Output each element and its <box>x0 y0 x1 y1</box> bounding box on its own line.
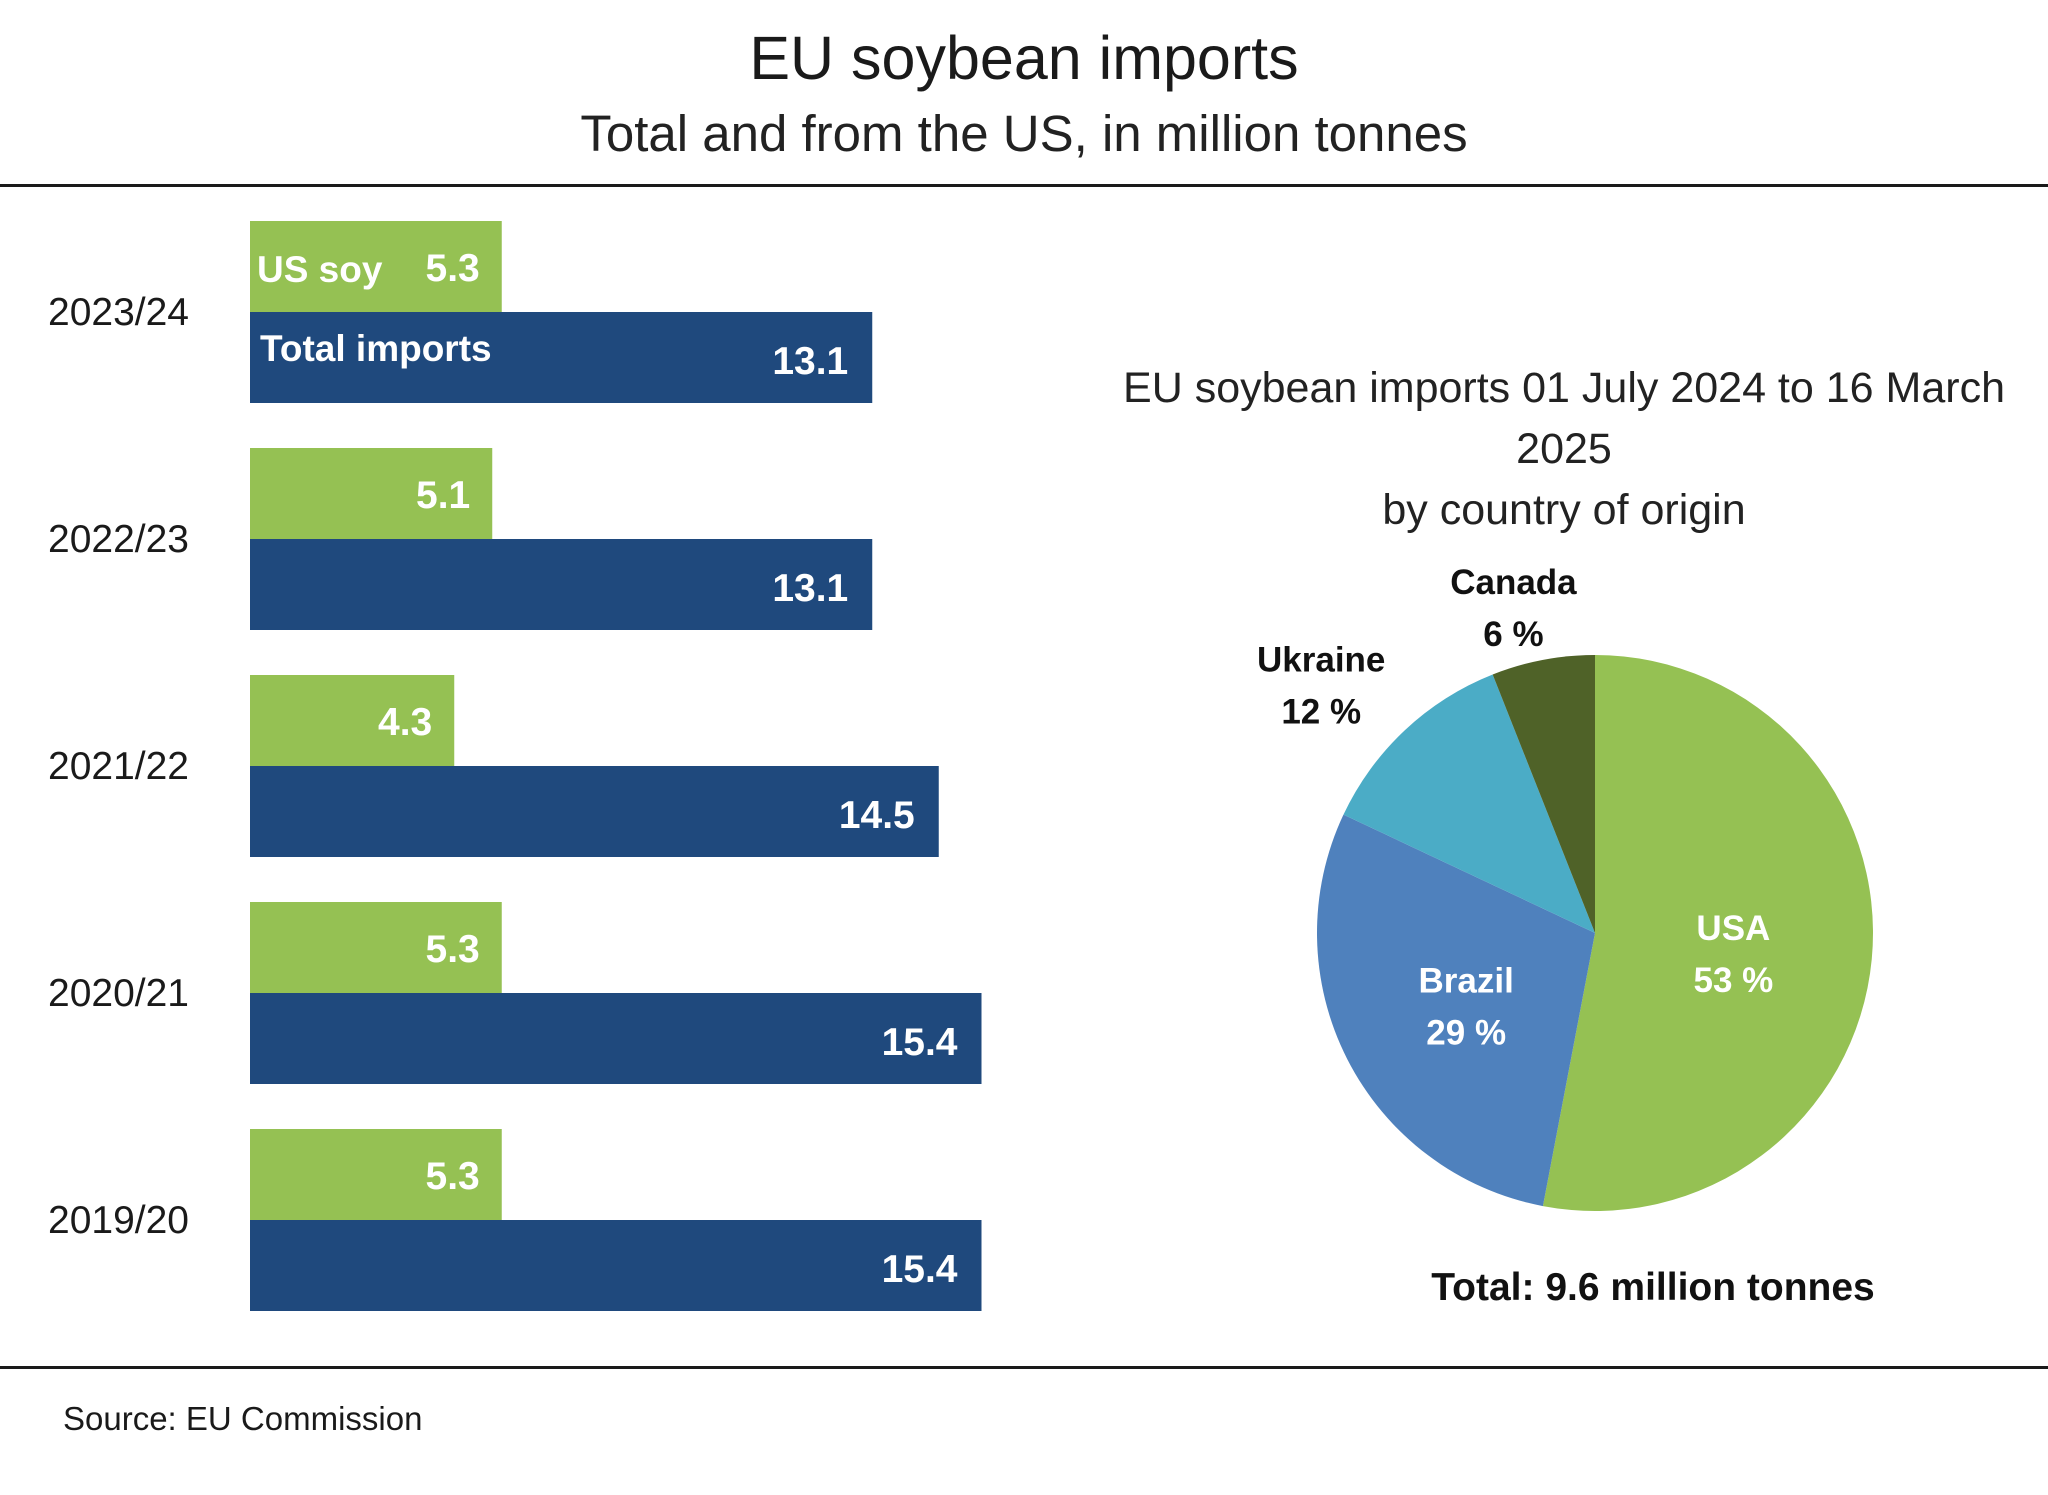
bar-us-soy <box>250 1129 502 1220</box>
top-divider <box>0 184 2048 187</box>
bar-group: 2022/23 5.1 13.1 <box>48 448 873 630</box>
chart-title: EU soybean imports <box>749 24 1299 92</box>
pie-title-line: 2025 <box>1516 425 1612 473</box>
bar-group: 2020/21 5.3 15.4 <box>48 902 982 1084</box>
value-label-total-imports: 15.4 <box>882 1248 958 1291</box>
bar-us-soy <box>250 902 502 993</box>
pie-title-line: by country of origin <box>1382 486 1745 534</box>
category-label: 2021/22 <box>48 745 189 788</box>
pie-chart: EU soybean imports 01 July 2024 to 16 Ma… <box>1123 364 2005 1309</box>
bar-group: 2019/20 5.3 15.4 <box>48 1129 982 1311</box>
bar-total-imports <box>250 766 939 857</box>
value-label-us-soy: 5.3 <box>426 247 480 290</box>
bar-us-soy <box>250 675 455 766</box>
pie-label-canada-name: Canada <box>1450 563 1577 602</box>
source-note: Source: EU Commission <box>63 1400 423 1437</box>
category-label: 2020/21 <box>48 972 189 1015</box>
bar-total-imports <box>250 993 982 1084</box>
pie-slice-ukraine <box>1343 674 1595 933</box>
category-label: 2023/24 <box>48 291 189 334</box>
pie-title-line: EU soybean imports 01 July 2024 to 16 Ma… <box>1123 364 2005 412</box>
value-label-total-imports: 15.4 <box>882 1021 958 1064</box>
pie-label-canada-value: 6 % <box>1483 615 1543 654</box>
value-label-total-imports: 14.5 <box>839 794 915 837</box>
pie-label-usa-value: 53 % <box>1693 961 1773 1000</box>
pie-slice-usa <box>1542 655 1873 1211</box>
value-label-us-soy: 4.3 <box>378 701 432 744</box>
value-label-us-soy: 5.1 <box>416 474 470 517</box>
bar-group: 2021/22 4.3 14.5 <box>48 675 939 857</box>
bar-us-soy <box>250 221 502 312</box>
legend-us-soy: US soy <box>257 249 383 290</box>
chart-subtitle: Total and from the US, in million tonnes <box>580 105 1468 162</box>
pie-label-brazil-name: Brazil <box>1419 962 1514 1001</box>
pie-label-usa-name: USA <box>1696 909 1770 948</box>
pie-slice-brazil <box>1317 814 1595 1207</box>
pie-slice-canada <box>1492 655 1595 933</box>
bar-total-imports <box>250 1220 982 1311</box>
bar-group: 2023/24 5.3 13.1 US soy Total imports <box>48 221 873 403</box>
category-label: 2019/20 <box>48 1199 189 1242</box>
pie-label-ukraine-name: Ukraine <box>1257 641 1385 680</box>
category-label: 2022/23 <box>48 518 189 561</box>
pie-label-brazil-value: 29 % <box>1426 1014 1506 1053</box>
legend-total-imports: Total imports <box>260 328 492 369</box>
pie-label-ukraine-value: 12 % <box>1281 693 1361 732</box>
bottom-divider <box>0 1366 2048 1369</box>
bar-chart: 2023/24 5.3 13.1 US soy Total imports 2022/23… <box>48 221 982 1311</box>
value-label-total-imports: 13.1 <box>772 340 848 383</box>
bar-total-imports <box>250 539 873 630</box>
value-label-total-imports: 13.1 <box>772 567 848 610</box>
value-label-us-soy: 5.3 <box>426 928 480 971</box>
pie-total-label: Total: 9.6 million tonnes <box>1431 1266 1874 1309</box>
value-label-us-soy: 5.3 <box>426 1155 480 1198</box>
bar-total-imports <box>250 312 873 403</box>
bar-us-soy <box>250 448 493 539</box>
